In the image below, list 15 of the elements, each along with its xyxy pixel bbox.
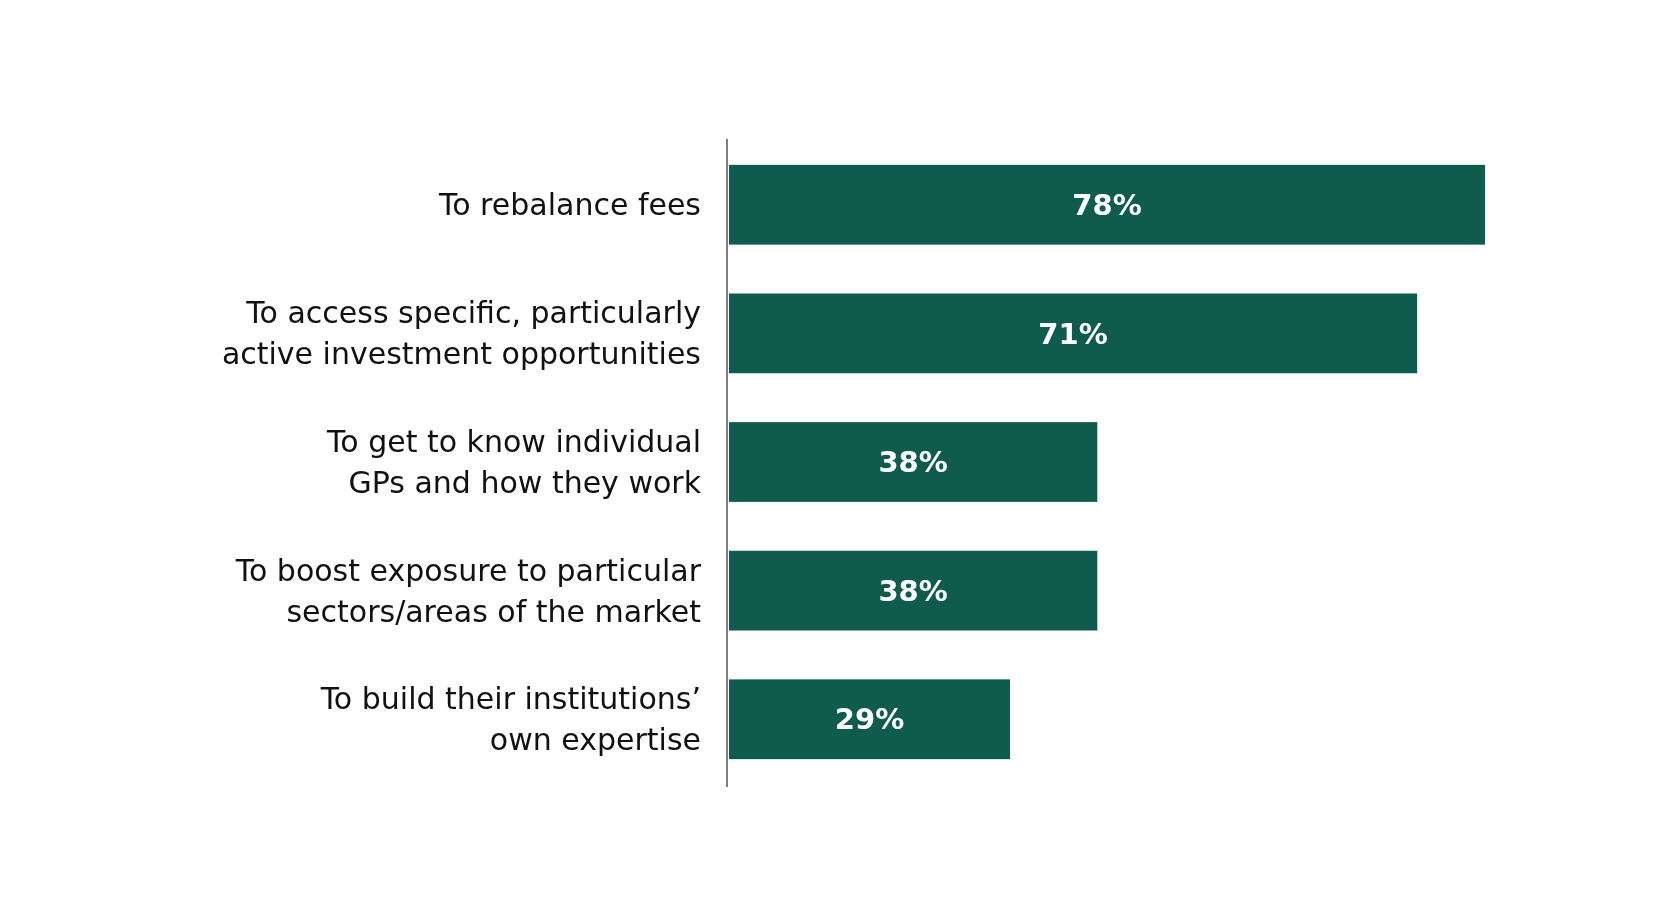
bar [729,422,1098,502]
y-tick-label: To rebalance fees [437,187,701,223]
data-label: 38% [878,445,948,480]
bar [729,293,1418,374]
bar [729,550,1098,631]
data-label: 38% [878,573,948,608]
data-label: 29% [834,702,905,737]
y-tick-label: To access specific, particularly active investment opportunities [221,295,701,372]
bar [729,679,1011,760]
data-label: 78% [1072,187,1142,222]
data-label: 71% [1038,316,1108,351]
y-tick-label: To get to know individual GPs and how they work [326,424,702,500]
y-tick-label: To build their institutions’ own expertise [319,681,701,758]
y-tick-label: To boost exposure to particular sectors/areas of the market [234,552,702,629]
bar [729,164,1485,245]
